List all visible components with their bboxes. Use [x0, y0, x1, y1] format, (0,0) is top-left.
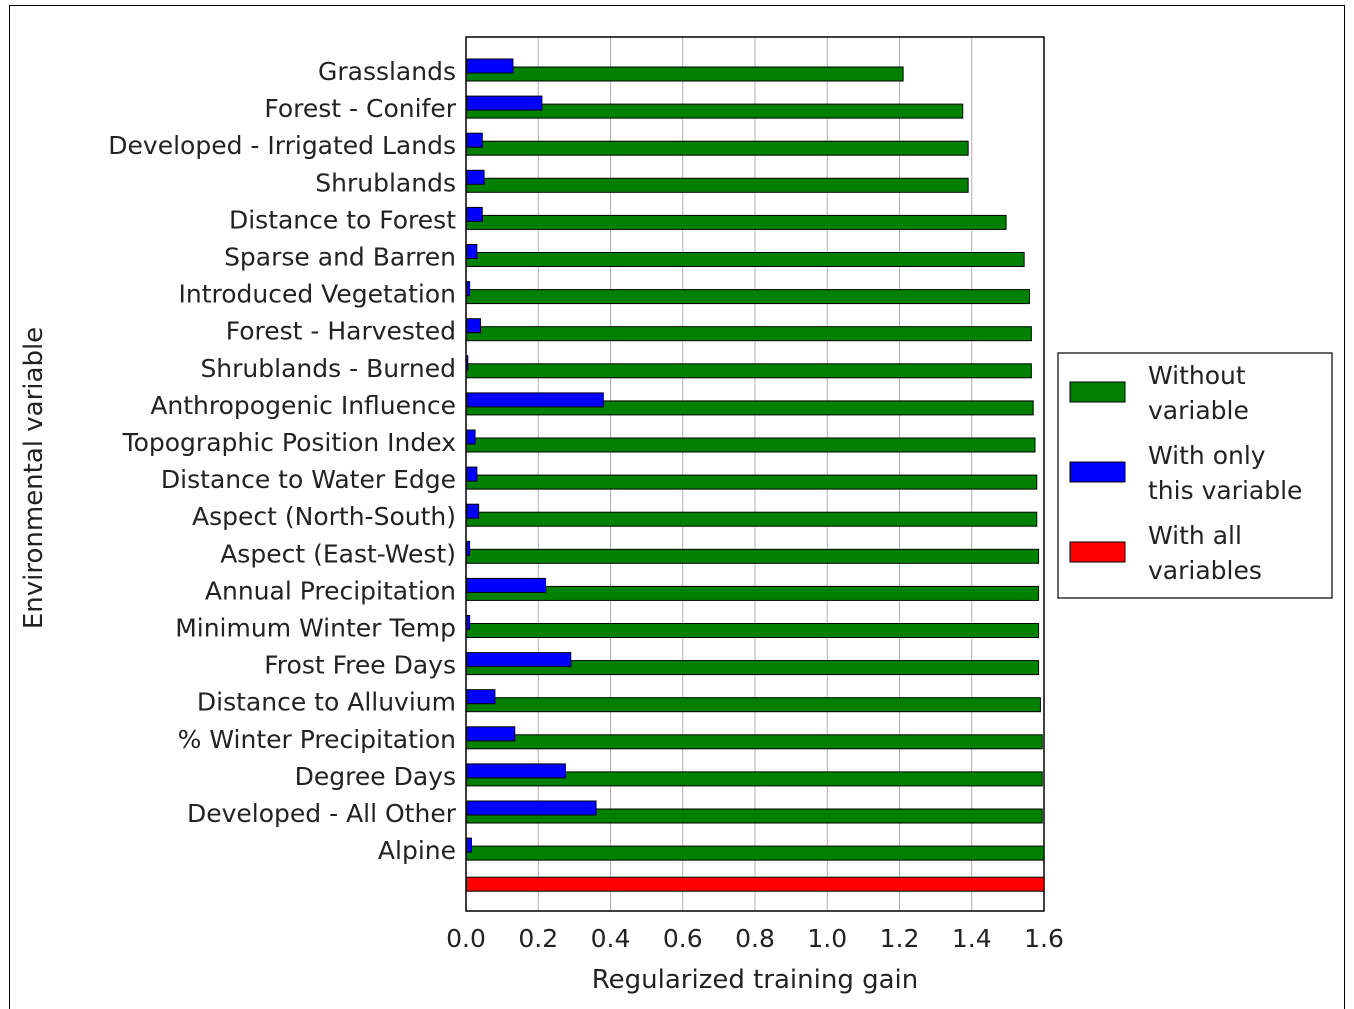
bar-with-only-this-variable: [465, 577, 546, 593]
x-tick-label: 0.0: [446, 924, 486, 953]
y-tick-label: Introduced Vegetation: [178, 280, 456, 309]
y-tick-labels: Grasslands Forest - Conifer Developed - Ir…: [108, 57, 456, 865]
bar-without-variable: [465, 140, 969, 156]
bar-without-variable: [465, 289, 1031, 305]
bar-without-variable: [465, 585, 1040, 601]
x-tick-label: 1.0: [807, 924, 847, 953]
x-tick-label: 0.2: [518, 924, 558, 953]
bar-with-only-this-variable: [465, 206, 483, 222]
y-tick-label: Annual Precipitation: [205, 576, 456, 605]
bar-with-only-this-variable: [465, 726, 516, 742]
legend-swatch: [1069, 461, 1126, 483]
y-tick-label: Distance to Alluvium: [197, 688, 456, 717]
y-tick-label: Degree Days: [295, 762, 456, 791]
y-tick-label: Shrublands: [315, 168, 456, 197]
bar-with-only-this-variable: [465, 763, 566, 779]
y-tick-label: Minimum Winter Temp: [175, 614, 456, 643]
y-tick-label: Frost Free Days: [264, 651, 456, 680]
bar-without-variable: [465, 623, 1040, 638]
legend-swatch: [1069, 541, 1126, 563]
bar-without-variable: [465, 66, 904, 82]
bar-with-only-this-variable: [465, 392, 604, 408]
bar-without-variable: [465, 474, 1038, 490]
bar-without-variable: [465, 511, 1038, 527]
legend-label: variable: [1148, 396, 1249, 425]
legend: Without variable With only this variable Wit…: [1057, 352, 1333, 599]
y-tick-label: Forest - Harvested: [226, 317, 456, 346]
x-tick-label: 0.4: [591, 924, 631, 953]
plot-area: [465, 36, 1045, 912]
x-tick-labels: 0.0 0.2 0.4 0.6 0.8 1.0 1.2 1.4 1.6: [446, 924, 1064, 953]
legend-label: this variable: [1148, 476, 1302, 505]
y-tick-label: Shrublands - Burned: [200, 354, 456, 383]
y-tick-label: Topographic Position Index: [122, 428, 456, 457]
y-tick-label: Sparse and Barren: [224, 243, 456, 272]
bar-with-only-this-variable: [465, 95, 543, 111]
bar-with-only-this-variable: [465, 466, 478, 482]
bar-without-variable: [465, 177, 969, 193]
bar-with-only-this-variable: [465, 689, 496, 705]
bar-with-only-this-variable: [465, 132, 483, 148]
y-tick-label: Alpine: [378, 836, 456, 865]
legend-swatch: [1069, 381, 1126, 403]
bar-without-variable: [465, 214, 1007, 230]
legend-label: With all: [1148, 521, 1242, 550]
bar-with-only-this-variable: [465, 503, 480, 519]
bar-without-variable: [465, 697, 1041, 713]
figure-border: [9, 5, 1345, 1009]
bar-without-variable: [465, 845, 1045, 861]
y-tick-label: Developed - All Other: [187, 799, 457, 828]
y-tick-label: Developed - Irrigated Lands: [108, 131, 456, 160]
bar-with-only-this-variable: [465, 318, 481, 334]
bars: [465, 58, 1045, 892]
y-tick-label: Forest - Conifer: [264, 94, 456, 123]
x-tick-label: 1.4: [952, 924, 992, 953]
bar-with-only-this-variable: [465, 652, 572, 668]
bar-without-variable: [465, 734, 1043, 750]
y-tick-label: Aspect (East-West): [220, 539, 456, 568]
bar-without-variable: [465, 548, 1040, 564]
y-tick-label: Anthropogenic Influence: [150, 391, 456, 420]
bar-without-variable: [465, 437, 1036, 453]
y-tick-label: Distance to Water Edge: [161, 465, 456, 494]
y-tick-label: Aspect (North-South): [192, 502, 456, 531]
bar-without-variable: [465, 252, 1025, 267]
bar-with-only-this-variable: [465, 244, 478, 259]
bar-with-only-this-variable: [465, 429, 476, 445]
legend-label: variables: [1148, 556, 1262, 585]
bar-with-only-this-variable: [465, 169, 485, 185]
legend-label: With only: [1148, 441, 1266, 470]
y-tick-label: Grasslands: [318, 57, 456, 86]
y-tick-label: % Winter Precipitation: [178, 725, 456, 754]
x-tick-label: 1.6: [1024, 924, 1064, 953]
bar-with-all-variables: [465, 876, 1045, 892]
legend-label: Without: [1148, 361, 1246, 390]
x-tick-label: 0.8: [735, 924, 775, 953]
bar-with-only-this-variable: [465, 58, 514, 74]
bar-without-variable: [465, 326, 1032, 342]
y-axis-label: Environmental variable: [19, 327, 49, 629]
bar-with-only-this-variable: [465, 837, 472, 853]
bar-with-only-this-variable: [465, 800, 597, 816]
bar-without-variable: [465, 363, 1032, 379]
x-tick-label: 1.2: [880, 924, 920, 953]
y-tick-label: Distance to Forest: [229, 205, 456, 234]
x-axis-label: Regularized training gain: [592, 965, 919, 995]
x-tick-label: 0.6: [663, 924, 703, 953]
